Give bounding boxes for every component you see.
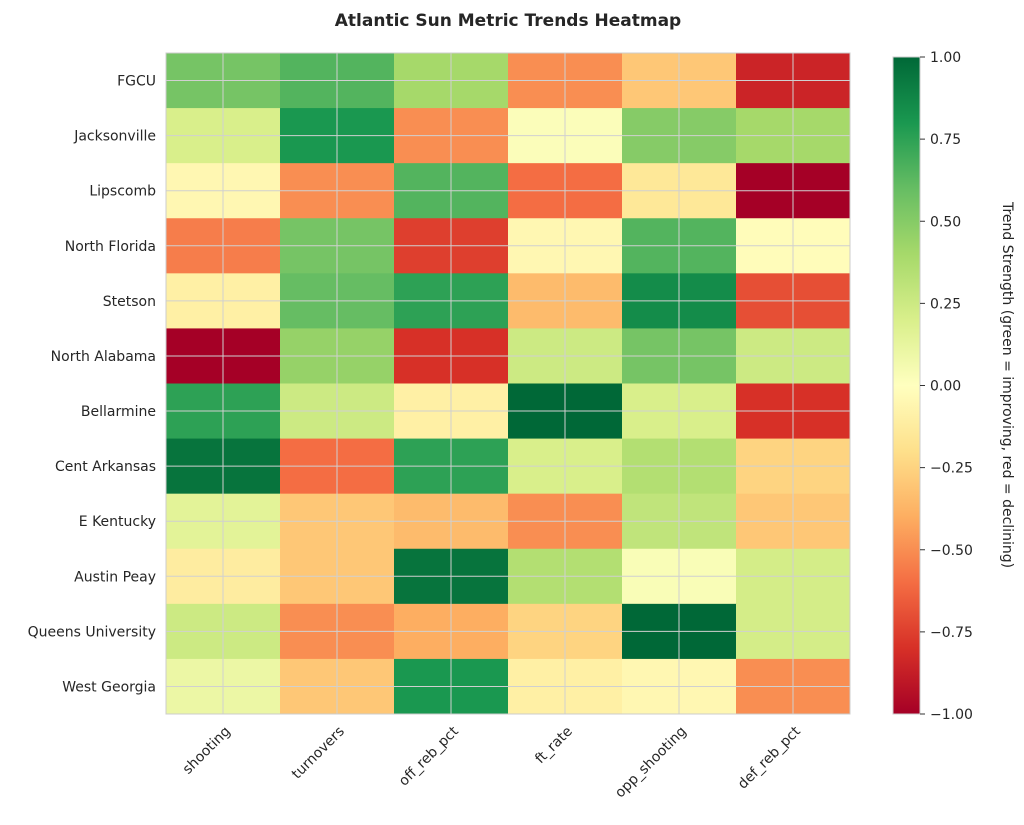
- column-label: off_reb_pct: [396, 723, 462, 789]
- row-label: E Kentucky: [79, 514, 156, 530]
- row-label: West Georgia: [62, 679, 156, 695]
- colorbar-tick-label: 0.50: [930, 214, 961, 230]
- colorbar-tick-label: −1.00: [930, 707, 973, 723]
- column-label: turnovers: [289, 724, 348, 783]
- column-labels: shooting turnovers off_reb_pct ft_rate opp_s…: [180, 723, 804, 801]
- heatmap-cells: [166, 53, 851, 715]
- plot-frame: [165, 52, 851, 715]
- row-label: Austin Peay: [74, 569, 156, 585]
- column-label: ft_rate: [532, 724, 576, 768]
- colorbar-ticks: 1.00 0.75 0.50 0.25 0.00 −0.25 −0.50 −0.75 −1.00: [920, 50, 973, 723]
- colorbar-tick-label: 0.25: [930, 296, 961, 312]
- chart-title: Atlantic Sun Metric Trends Heatmap: [335, 11, 681, 31]
- colorbar-tick-label: −0.75: [930, 625, 973, 641]
- colorbar-tick-label: −0.50: [930, 543, 973, 559]
- colorbar-tick-label: 0.00: [930, 379, 961, 395]
- colorbar: [892, 56, 921, 715]
- row-label: Cent Arkansas: [55, 459, 156, 475]
- column-label: shooting: [180, 724, 234, 778]
- row-label: North Alabama: [51, 349, 156, 365]
- row-labels: FGCU Jacksonville Lipscomb North Florida Ste…: [28, 74, 156, 696]
- row-label: Stetson: [103, 294, 156, 310]
- column-label: def_reb_pct: [735, 723, 804, 792]
- colorbar-tick-label: −0.25: [930, 461, 973, 477]
- row-label: Jacksonville: [73, 129, 156, 145]
- grid-lines: [166, 53, 850, 714]
- row-label: Bellarmine: [81, 404, 156, 420]
- row-label: North Florida: [65, 239, 156, 255]
- row-label: Queens University: [28, 624, 156, 640]
- row-label: Lipscomb: [89, 184, 156, 200]
- colorbar-tick-label: 0.75: [930, 132, 961, 148]
- colorbar-label: Trend Strength (green = improving, red =…: [999, 201, 1015, 568]
- column-label: opp_shooting: [612, 724, 690, 802]
- colorbar-tick-label: 1.00: [930, 50, 961, 66]
- row-label: FGCU: [117, 74, 156, 90]
